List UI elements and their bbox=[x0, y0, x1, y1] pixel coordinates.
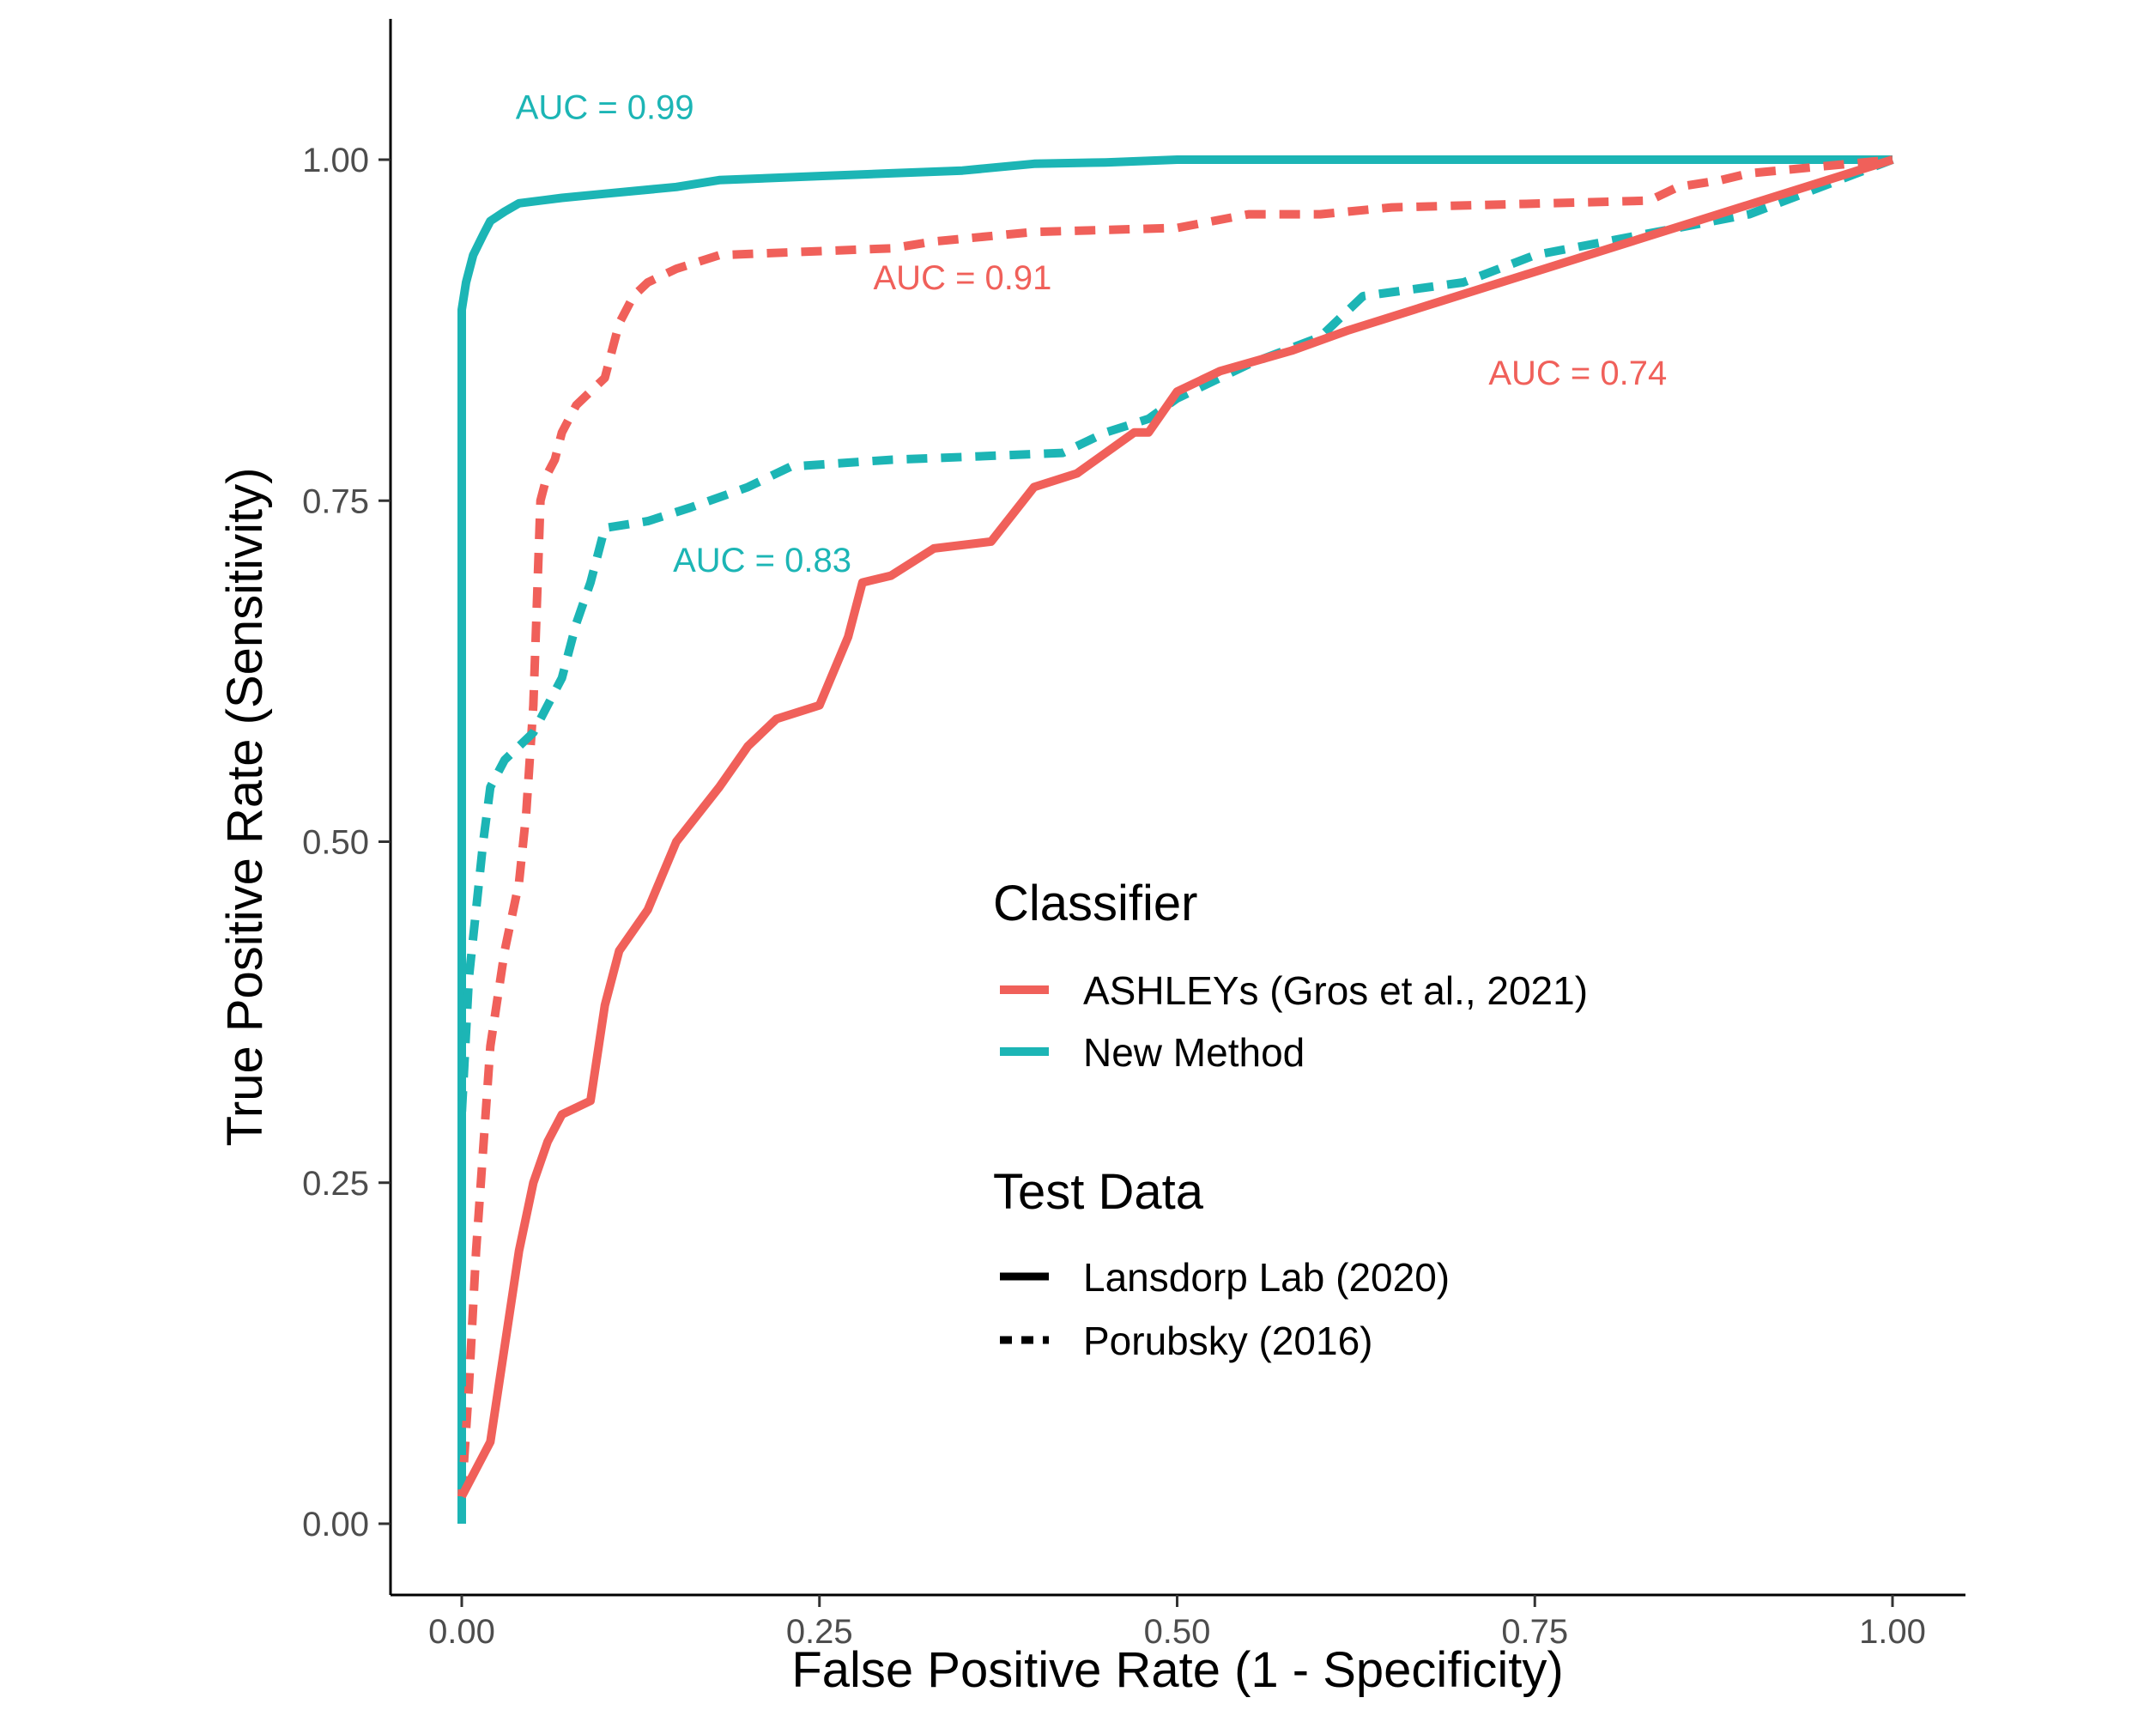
x-tick-label: 1.00 bbox=[1859, 1613, 1926, 1651]
auc-label-ashleys-gros-et-al-2021-porubsky-2016: AUC = 0.91 bbox=[874, 259, 1052, 297]
legend-label-ashleys: ASHLEYs (Gros et al., 2021) bbox=[1083, 968, 1588, 1013]
auc-label-ashleys-gros-et-al-2021-lansdorp-lab-2020: AUC = 0.74 bbox=[1488, 355, 1667, 392]
roc-curve-ashleys-gros-et-al-2021-porubsky-2016 bbox=[457, 155, 1893, 1497]
roc-curve-new-method-porubsky-2016 bbox=[457, 155, 1894, 1524]
legend-title-test-data: Test Data bbox=[993, 1164, 1204, 1220]
axes: 0.00 0.25 0.50 0.75 1.00 0.00 0.25 0.50 0.75 1.0… bbox=[302, 19, 1965, 1651]
y-tick-label: 0.00 bbox=[302, 1506, 369, 1543]
roc-curve-ashleys-gros-et-al-2021-lansdorp-lab-2020 bbox=[457, 155, 1894, 1499]
series-layer bbox=[457, 155, 1894, 1524]
legend-label-new-method: New Method bbox=[1083, 1030, 1305, 1075]
legend: Classifier ASHLEYs (Gros et al., 2021) N… bbox=[993, 876, 1588, 1363]
auc-label-new-method-lansdorp-lab-2020: AUC = 0.99 bbox=[516, 88, 694, 126]
x-ticks: 0.00 0.25 0.50 0.75 1.00 bbox=[428, 1595, 1926, 1651]
legend-title-classifier: Classifier bbox=[993, 876, 1198, 931]
legend-label-lansdorp: Lansdorp Lab (2020) bbox=[1083, 1255, 1450, 1300]
y-tick-label: 1.00 bbox=[302, 142, 369, 179]
x-tick-label: 0.00 bbox=[428, 1613, 495, 1651]
y-ticks: 0.00 0.25 0.50 0.75 1.00 bbox=[302, 142, 391, 1543]
auc-labels: AUC = 0.99 AUC = 0.91 AUC = 0.83 AUC = 0.74 bbox=[516, 88, 1667, 579]
y-axis-title: True Positive Rate (Sensitivity) bbox=[217, 468, 273, 1147]
legend-label-porubsky: Porubsky (2016) bbox=[1083, 1319, 1373, 1363]
auc-label-new-method-porubsky-2016: AUC = 0.83 bbox=[673, 542, 851, 579]
roc-curve-new-method-lansdorp-lab-2020 bbox=[457, 155, 1893, 1524]
x-tick-label: 0.25 bbox=[786, 1613, 853, 1651]
x-tick-label: 0.75 bbox=[1501, 1613, 1568, 1651]
y-tick-label: 0.25 bbox=[302, 1165, 369, 1203]
x-tick-label: 0.50 bbox=[1144, 1613, 1211, 1651]
y-tick-label: 0.75 bbox=[302, 482, 369, 520]
y-tick-label: 0.50 bbox=[302, 824, 369, 862]
x-axis-title: False Positive Rate (1 - Specificity) bbox=[791, 1642, 1563, 1698]
